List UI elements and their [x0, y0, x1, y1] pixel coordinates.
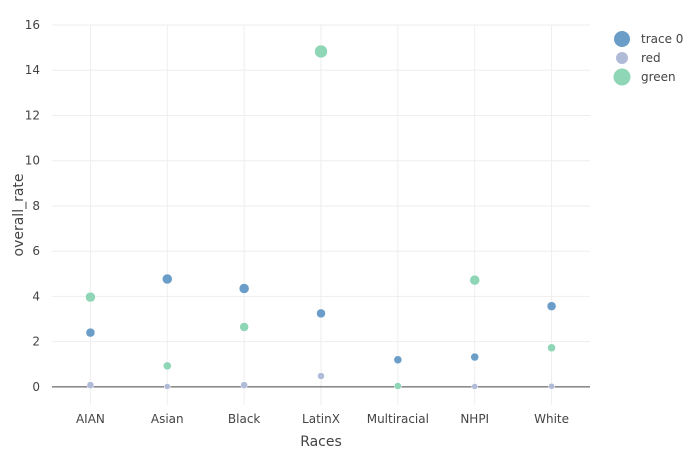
legend-marker	[613, 68, 631, 86]
x-tick-label: Black	[228, 412, 261, 426]
x-tick-label: Asian	[151, 412, 184, 426]
y-tick-label: 16	[25, 18, 40, 32]
point-trace-0-White	[546, 301, 557, 311]
y-tick-label: 2	[32, 335, 40, 349]
point-red-AIAN	[86, 381, 95, 389]
y-tick-label: 8	[32, 199, 40, 213]
point-trace-0-Multiracial	[393, 355, 403, 365]
x-tick-labels: AIAN Asian Black LatinX Multiracial NHPI White	[76, 412, 569, 426]
point-red-Black	[240, 381, 248, 389]
y-axis-title: overall_rate	[11, 173, 27, 256]
point-red-NHPI	[471, 383, 478, 390]
point-green-Multiracial	[394, 382, 402, 390]
point-green-Asian	[163, 361, 172, 371]
legend-label: red	[641, 51, 661, 65]
point-red-LatinX	[317, 372, 325, 380]
legend: trace 0 red green	[613, 31, 683, 86]
point-trace-0-NHPI	[470, 352, 479, 362]
y-tick-label: 4	[32, 289, 40, 303]
y-tick-label: 14	[25, 63, 40, 77]
point-green-Black	[239, 322, 249, 332]
point-trace-0-LatinX	[316, 308, 326, 319]
point-red-Asian	[164, 383, 171, 390]
x-tick-label: NHPI	[460, 412, 489, 426]
legend-marker	[614, 31, 630, 47]
y-tick-label: 6	[32, 244, 40, 258]
x-tick-label: Multiracial	[367, 412, 429, 426]
y-tick-labels: 0 2 4 6 8 10 12 14 16	[25, 18, 40, 394]
point-green-LatinX	[314, 44, 328, 59]
x-tick-label: AIAN	[76, 412, 105, 426]
data-points	[85, 44, 557, 390]
point-trace-0-Asian	[162, 273, 173, 285]
point-green-AIAN	[85, 291, 96, 303]
point-red-White	[548, 382, 555, 390]
legend-marker	[616, 52, 628, 64]
legend-label: green	[641, 70, 676, 84]
point-trace-0-Black	[238, 283, 250, 294]
x-tick-label: White	[534, 412, 569, 426]
x-axis-title: Races	[300, 434, 342, 450]
y-tick-label: 12	[25, 108, 40, 122]
grid-lines	[52, 24, 590, 405]
x-tick-label: LatinX	[302, 412, 340, 426]
y-tick-label: 10	[25, 154, 40, 168]
y-tick-label: 0	[32, 380, 40, 394]
point-green-NHPI	[469, 274, 480, 286]
legend-label: trace 0	[641, 32, 683, 46]
point-green-White	[547, 343, 556, 353]
point-trace-0-AIAN	[85, 327, 96, 338]
